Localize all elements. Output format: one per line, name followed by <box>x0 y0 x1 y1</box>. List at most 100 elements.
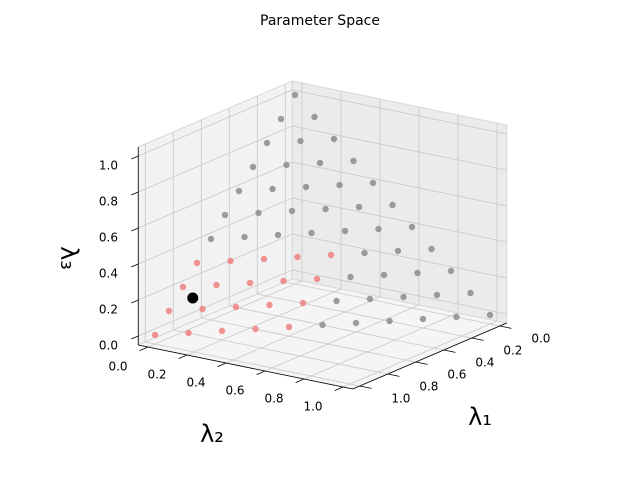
point <box>322 205 329 213</box>
point <box>355 203 363 211</box>
point <box>269 185 276 193</box>
point <box>386 317 393 325</box>
grid-line <box>173 329 388 375</box>
point <box>199 305 206 313</box>
point <box>319 321 326 329</box>
point <box>246 279 254 287</box>
point <box>313 275 321 283</box>
point <box>302 183 310 191</box>
point <box>447 267 455 275</box>
point <box>308 229 315 237</box>
x-axis-line <box>352 322 507 390</box>
point <box>419 315 427 323</box>
tick-mark <box>499 325 512 329</box>
x-tick-label: 1.0 <box>391 391 410 405</box>
y-tick-label: 0.6 <box>225 384 244 398</box>
point <box>252 325 259 333</box>
point <box>232 303 240 311</box>
point <box>185 329 192 337</box>
point <box>213 281 220 289</box>
tick-mark <box>139 346 149 351</box>
tick-mark <box>471 337 484 341</box>
grid-line <box>225 296 381 364</box>
point <box>227 257 234 265</box>
tick-mark <box>178 354 188 359</box>
grid-line <box>292 269 507 315</box>
point <box>218 327 226 335</box>
z-tick-label: 0.2 <box>99 303 118 317</box>
tick-mark <box>295 378 305 383</box>
point <box>235 187 243 195</box>
point <box>274 231 282 239</box>
point <box>453 313 460 321</box>
chart-title: Parameter Space <box>260 13 380 29</box>
point <box>380 271 388 279</box>
tick-mark <box>131 227 139 232</box>
grid-line <box>285 281 500 327</box>
grid-line <box>186 288 342 356</box>
point <box>330 135 338 143</box>
point <box>352 319 360 327</box>
grid-line <box>292 161 507 207</box>
z-tick-label: 0.0 <box>99 339 118 353</box>
point <box>375 225 382 233</box>
grid-line <box>138 197 293 265</box>
point <box>288 207 296 215</box>
z-tick-label: 1.0 <box>99 159 118 173</box>
z-axis-label: λ₃ <box>55 246 83 270</box>
tick-mark <box>131 191 139 196</box>
point <box>341 227 349 235</box>
tick-mark <box>359 385 372 389</box>
grid-line <box>292 197 507 243</box>
grid-line <box>292 233 507 279</box>
point <box>285 323 293 331</box>
y-tick-label: 0.4 <box>186 376 205 390</box>
grid-line <box>257 293 472 339</box>
point <box>389 201 396 209</box>
point <box>207 235 215 243</box>
grid-line <box>342 320 498 388</box>
tick-mark <box>256 370 266 375</box>
z-tick-label: 0.8 <box>99 195 118 209</box>
point <box>277 115 285 123</box>
point <box>369 179 377 187</box>
point <box>193 259 201 267</box>
x-tick-label: 0.8 <box>419 379 438 393</box>
point <box>327 251 335 259</box>
point <box>221 211 229 219</box>
y-axis-label: λ₂ <box>200 420 224 448</box>
tick-mark <box>131 335 139 340</box>
point <box>294 253 301 261</box>
point <box>255 209 262 217</box>
grid-line <box>138 269 293 337</box>
x-tick-label: 0.2 <box>503 343 522 357</box>
point <box>350 157 357 165</box>
grid-line <box>138 161 293 229</box>
grid-line <box>145 341 360 387</box>
x-tick-label: 0.0 <box>531 331 550 345</box>
point <box>283 161 290 169</box>
x-axis-label: λ₁ <box>468 403 492 431</box>
grid-line <box>229 305 444 351</box>
point <box>428 245 435 253</box>
point <box>266 301 273 309</box>
grid-line <box>138 125 293 193</box>
point <box>394 247 402 255</box>
point <box>347 273 354 281</box>
tick-mark <box>334 386 344 391</box>
y-axis-line <box>138 344 353 390</box>
point <box>433 291 441 299</box>
point <box>414 269 421 277</box>
x-tick-label: 0.4 <box>475 355 494 369</box>
point <box>249 163 257 171</box>
point <box>486 311 494 319</box>
z-tick-label: 0.6 <box>99 231 118 245</box>
point <box>241 233 248 241</box>
point <box>400 293 407 301</box>
highlight-point <box>187 292 199 304</box>
tick-mark <box>131 155 139 160</box>
y-tick-label: 1.0 <box>303 400 322 414</box>
tick-mark <box>131 299 139 304</box>
grid-line <box>201 317 416 363</box>
